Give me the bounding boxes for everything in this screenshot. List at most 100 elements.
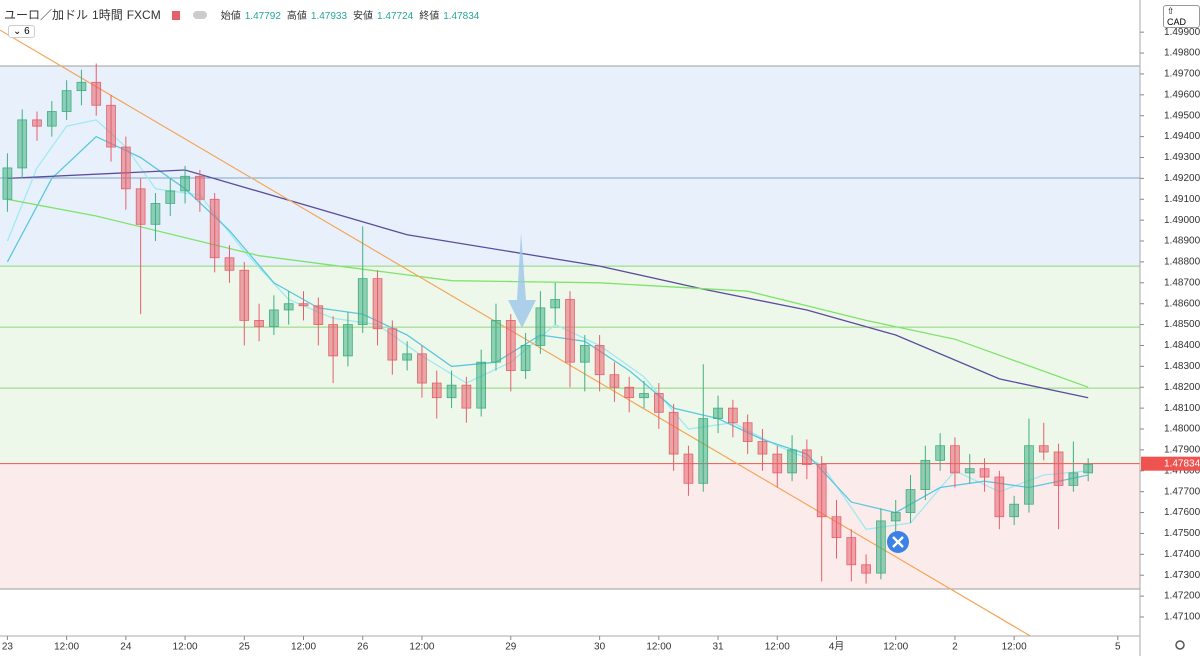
y-tick-label: 1.47500 — [1164, 528, 1200, 539]
candle-body — [121, 146, 131, 190]
x-tick-label: 31 — [712, 642, 724, 653]
candle-body — [1053, 451, 1064, 486]
x-tick-label: 24 — [120, 642, 132, 653]
y-tick-label: 1.49900 — [1164, 27, 1200, 38]
candle-body — [594, 345, 605, 376]
candle-body — [165, 190, 176, 204]
currency[interactable]: ⇧ CAD — [1163, 5, 1200, 28]
candle-body — [550, 299, 561, 309]
x-tick-label: 12:00 — [291, 642, 316, 653]
candle-body — [565, 299, 575, 363]
candle-body — [150, 203, 161, 225]
x-tick-label: 12:00 — [54, 642, 79, 653]
symbol: ユーロ／加ドル — [4, 8, 89, 22]
ohlc-label: 終値 — [419, 11, 440, 22]
settings-icon — [1175, 640, 1185, 650]
candle-body — [195, 175, 205, 200]
y-tick-label: 1.48600 — [1164, 298, 1200, 309]
last-price-label: 1.47834 — [1164, 458, 1200, 469]
candle-body — [446, 384, 457, 399]
candle-body — [505, 320, 516, 371]
candle-body — [372, 278, 383, 330]
candle-body — [1009, 503, 1019, 518]
indicator-count: 6 — [24, 26, 30, 37]
candle-body — [76, 81, 87, 92]
signal-arrow — [508, 232, 536, 328]
candle-body — [639, 393, 649, 399]
candle-body — [328, 324, 338, 357]
candle-body — [32, 119, 42, 127]
candle-body — [491, 320, 501, 363]
x-tick-label: 29 — [505, 642, 517, 653]
candle-body — [772, 453, 783, 474]
candle-body — [816, 464, 827, 518]
candle-body — [624, 386, 635, 399]
candle-body — [298, 303, 309, 307]
candle-body — [313, 305, 324, 325]
candle-body — [905, 489, 916, 513]
candle-body — [713, 407, 723, 419]
ohlc-value: 1.47724 — [377, 11, 414, 22]
y-tick-label: 1.49800 — [1164, 48, 1200, 59]
y-tick-label: 1.47600 — [1164, 507, 1200, 518]
candle-body — [728, 407, 738, 424]
candle-body — [1068, 472, 1079, 486]
zone — [0, 463, 1140, 590]
candle-body — [431, 382, 442, 399]
candle-body — [802, 449, 812, 465]
candle-body — [269, 309, 279, 328]
y-tick-label: 1.48900 — [1164, 236, 1200, 247]
x-tick-label: 2 — [952, 642, 958, 653]
x-tick-label: 12:00 — [173, 642, 198, 653]
candle-body — [1083, 464, 1094, 474]
candle-body — [757, 441, 768, 455]
interval: 1時間 — [92, 8, 123, 22]
candle-body — [180, 175, 190, 192]
x-tick-label: 12:00 — [883, 642, 908, 653]
y-tick-label: 1.47200 — [1164, 591, 1200, 602]
candle-body — [964, 468, 975, 474]
y-tick-label: 1.47700 — [1164, 486, 1200, 497]
candle-body — [920, 459, 931, 490]
candle-body — [17, 119, 28, 169]
candle-body — [742, 422, 753, 442]
candle-body — [283, 303, 294, 311]
candle-body — [461, 384, 472, 409]
candle-body — [609, 374, 620, 388]
candle-body — [861, 564, 871, 574]
ohlc-value: 1.47933 — [310, 11, 348, 22]
candle-body — [535, 307, 546, 346]
y-tick-label: 1.48400 — [1164, 340, 1200, 351]
y-tick-label: 1.47100 — [1164, 612, 1200, 623]
source: FXCM — [126, 8, 161, 22]
candle-body — [61, 90, 72, 112]
y-tick-label: 1.47400 — [1164, 549, 1200, 560]
plot — [0, 29, 1140, 636]
y-tick-label: 1.48200 — [1164, 382, 1200, 393]
candle-body — [653, 393, 664, 413]
ohlc-value: 1.47834 — [443, 11, 480, 22]
candle-body — [935, 445, 945, 461]
candle-body — [698, 418, 709, 484]
candle-body — [2, 167, 13, 200]
indicator-toggle[interactable]: ⌄ 6 — [8, 25, 35, 38]
y-tick-label: 1.48000 — [1164, 424, 1200, 435]
toggle[interactable] — [193, 11, 208, 19]
candle-body — [254, 320, 264, 328]
close-x — [892, 536, 904, 548]
x-tick-label: 30 — [594, 642, 606, 653]
candle-body — [979, 468, 990, 478]
x-tick-label: 26 — [357, 642, 369, 653]
x-tick-label: 25 — [239, 642, 251, 653]
y-tick-label: 1.48100 — [1164, 403, 1200, 414]
x-tick-label: 12:00 — [646, 642, 671, 653]
y-tick-label: 1.48300 — [1164, 361, 1200, 372]
x-tick-label: 12:00 — [409, 642, 434, 653]
candle-body — [787, 449, 797, 474]
y-tick-label: 1.49500 — [1164, 110, 1200, 121]
flag — [172, 11, 181, 20]
candle-body — [1024, 445, 1034, 505]
x-tick-label: 4月 — [829, 641, 845, 653]
